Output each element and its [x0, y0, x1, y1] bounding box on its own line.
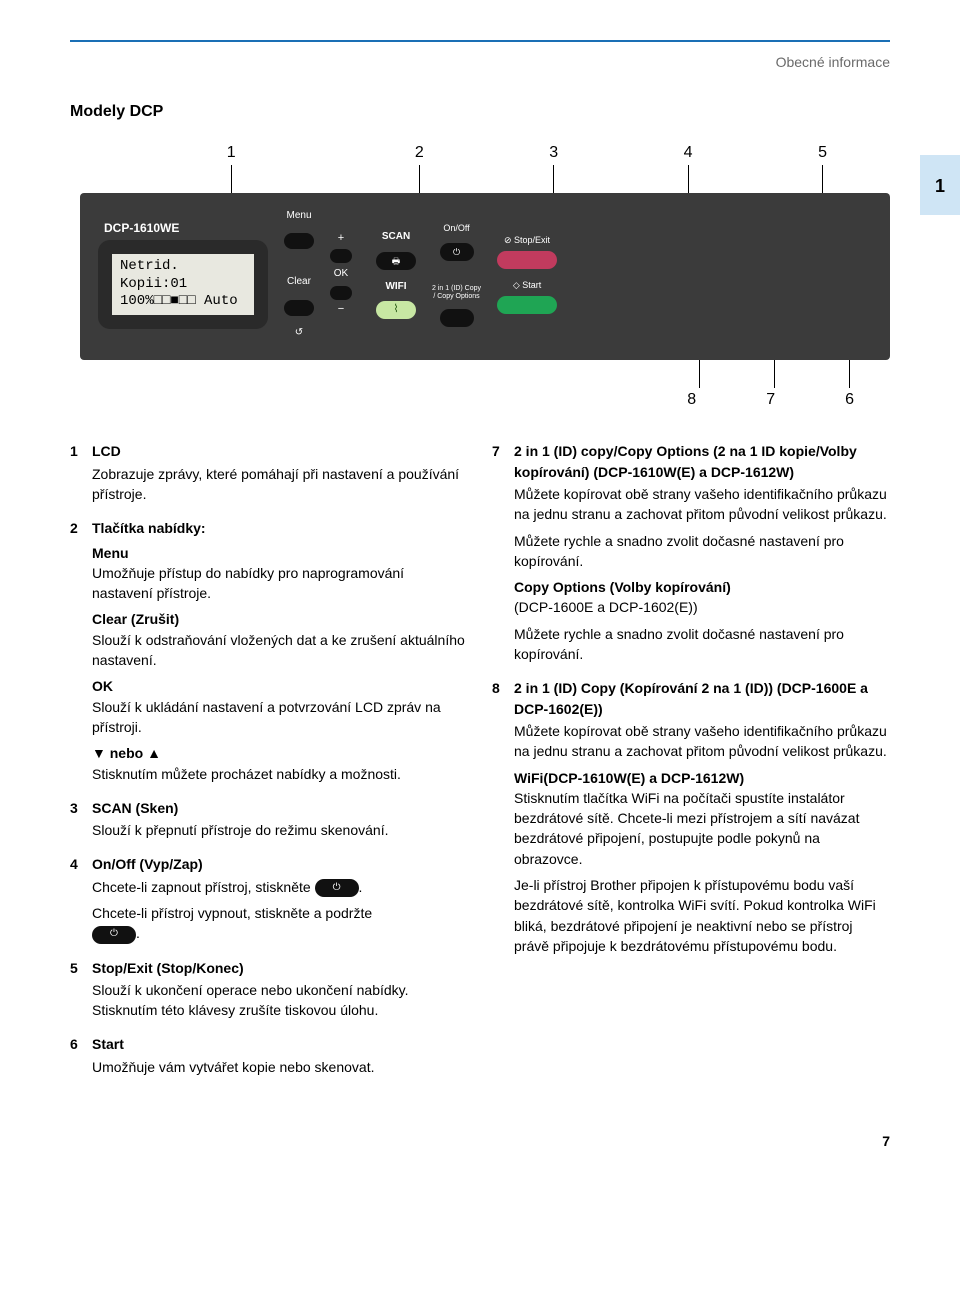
callout-7: 7: [766, 388, 775, 411]
top-rule: [70, 40, 890, 42]
clear-button[interactable]: [284, 300, 314, 316]
item-text: Je-li přístroj Brother připojen k přístu…: [514, 875, 890, 956]
lcd-line2: 100%□□■□□ Auto: [120, 293, 246, 311]
lcd-screen: Netrid. Kopii:01 100%□□■□□ Auto: [98, 240, 268, 329]
copyopt-button[interactable]: [440, 309, 474, 327]
item-title: Stop/Exit (Stop/Konec): [92, 958, 468, 978]
item-title: Tlačítka nabídky:: [92, 518, 468, 538]
item-text: Umožňuje vám vytvářet kopie nebo skenova…: [92, 1057, 468, 1077]
scan-label: SCAN: [382, 230, 410, 245]
item-1: 1 LCD Zobrazuje zprávy, které pomáhají p…: [70, 441, 468, 510]
description-columns: 1 LCD Zobrazuje zprávy, které pomáhají p…: [70, 441, 890, 1091]
copyopt-label: 2 in 1 (ID) Copy / Copy Options: [432, 285, 481, 300]
item-5: 5 Stop/Exit (Stop/Konec) Slouží k ukonče…: [70, 958, 468, 1027]
item-text: (DCP-1600E a DCP-1602(E)): [514, 597, 890, 617]
stop-button[interactable]: [497, 251, 557, 269]
item-3: 3 SCAN (Sken) Slouží k přepnutí přístroj…: [70, 798, 468, 847]
lcd-line1: Netrid. Kopii:01: [120, 258, 246, 293]
callout-5: 5: [761, 141, 884, 164]
item-text: Můžete rychle a snadno zvolit dočasné na…: [514, 624, 890, 665]
item-title: On/Off (Vyp/Zap): [92, 854, 468, 874]
callout-3: 3: [492, 141, 615, 164]
item-text: Zobrazuje zprávy, které pomáhají při nas…: [92, 464, 468, 505]
plus-icon: +: [338, 231, 344, 247]
item-title: 2 in 1 (ID) copy/Copy Options (2 na 1 ID…: [514, 441, 890, 482]
header-category: Obecné informace: [70, 52, 890, 72]
wifi-label: WIFI: [385, 280, 406, 295]
item-2: 2 Tlačítka nabídky: Menu Umožňuje přístu…: [70, 518, 468, 790]
power-icon: ⏻: [315, 879, 359, 897]
item-num: 2: [70, 518, 92, 790]
item-text: Slouží k ukončení operace nebo ukončení …: [92, 980, 468, 1021]
callout-1: 1: [116, 141, 346, 164]
start-button[interactable]: [497, 296, 557, 314]
menu-button[interactable]: [284, 233, 314, 249]
callout-8: 8: [687, 388, 696, 411]
clear-label: Clear: [287, 275, 311, 290]
page-number: 7: [70, 1131, 890, 1151]
callout-4: 4: [627, 141, 750, 164]
item-num: 4: [70, 854, 92, 949]
item-8: 8 2 in 1 (ID) Copy (Kopírování 2 na 1 (I…: [492, 678, 890, 962]
item-text: Slouží k přepnutí přístroje do režimu sk…: [92, 820, 468, 840]
item-num: 7: [492, 441, 514, 670]
start-label: ◇ Start: [513, 279, 541, 292]
ok-label: OK: [334, 267, 348, 282]
chapter-tab: 1: [920, 155, 960, 215]
sub-clear: Clear (Zrušit): [92, 609, 468, 629]
panel-diagram: 1 2 3 4 5 DCP-1610WE Netrid. Kopii:01 10…: [70, 141, 890, 411]
model-label: DCP-1610WE: [104, 220, 179, 237]
item-title: SCAN (Sken): [92, 798, 468, 818]
sub-menu: Menu: [92, 543, 468, 563]
power-icon: ⏻: [92, 926, 136, 944]
item-title: LCD: [92, 441, 468, 461]
sub-arrows: ▼ nebo ▲: [92, 743, 468, 763]
item-text: Chcete-li zapnout přístroj, stiskněte ⏻.: [92, 877, 468, 897]
item-title: 2 in 1 (ID) Copy (Kopírování 2 na 1 (ID)…: [514, 678, 890, 719]
item-text: Stisknutím tlačítka WiFi na počítači spu…: [514, 788, 890, 869]
item-num: 6: [70, 1034, 92, 1083]
item-text: Můžete kopírovat obě strany vašeho ident…: [514, 721, 890, 762]
sub-copyopt: Copy Options (Volby kopírování): [514, 577, 890, 597]
onoff-label: On/Off: [443, 222, 469, 235]
item-text: Slouží k ukládání nastavení a potvrzován…: [92, 697, 468, 738]
item-text: Můžete kopírovat obě strany vašeho ident…: [514, 484, 890, 525]
item-num: 5: [70, 958, 92, 1027]
scan-button[interactable]: 🖶: [376, 252, 416, 270]
item-num: 8: [492, 678, 514, 962]
item-4: 4 On/Off (Vyp/Zap) Chcete-li zapnout pří…: [70, 854, 468, 949]
item-7: 7 2 in 1 (ID) copy/Copy Options (2 na 1 …: [492, 441, 890, 670]
wifi-button[interactable]: ⌇: [376, 301, 416, 319]
section-title: Modely DCP: [70, 100, 890, 123]
item-title: Start: [92, 1034, 468, 1054]
sub-wifi: WiFi(DCP-1610W(E) a DCP-1612W): [514, 768, 890, 788]
minus-icon: −: [338, 302, 344, 318]
power-button[interactable]: ⏻: [440, 243, 474, 261]
item-text: Stisknutím můžete procházet nabídky a mo…: [92, 764, 468, 784]
up-button[interactable]: [330, 249, 352, 263]
back-icon: ↺: [295, 326, 303, 341]
item-text: Slouží k odstraňování vložených dat a ke…: [92, 630, 468, 671]
callout-6: 6: [845, 388, 854, 411]
printer-panel: DCP-1610WE Netrid. Kopii:01 100%□□■□□ Au…: [80, 193, 890, 361]
item-6: 6 Start Umožňuje vám vytvářet kopie nebo…: [70, 1034, 468, 1083]
item-text: Umožňuje přístup do nabídky pro naprogra…: [92, 563, 468, 604]
stop-label: ⊘ Stop/Exit: [504, 234, 550, 247]
item-text: Můžete rychle a snadno zvolit dočasné na…: [514, 531, 890, 572]
item-num: 3: [70, 798, 92, 847]
item-text: Chcete-li přístroj vypnout, stiskněte a …: [92, 903, 468, 944]
callout-2: 2: [358, 141, 481, 164]
item-num: 1: [70, 441, 92, 510]
menu-label: Menu: [286, 209, 311, 224]
down-button[interactable]: [330, 286, 352, 300]
sub-ok: OK: [92, 676, 468, 696]
